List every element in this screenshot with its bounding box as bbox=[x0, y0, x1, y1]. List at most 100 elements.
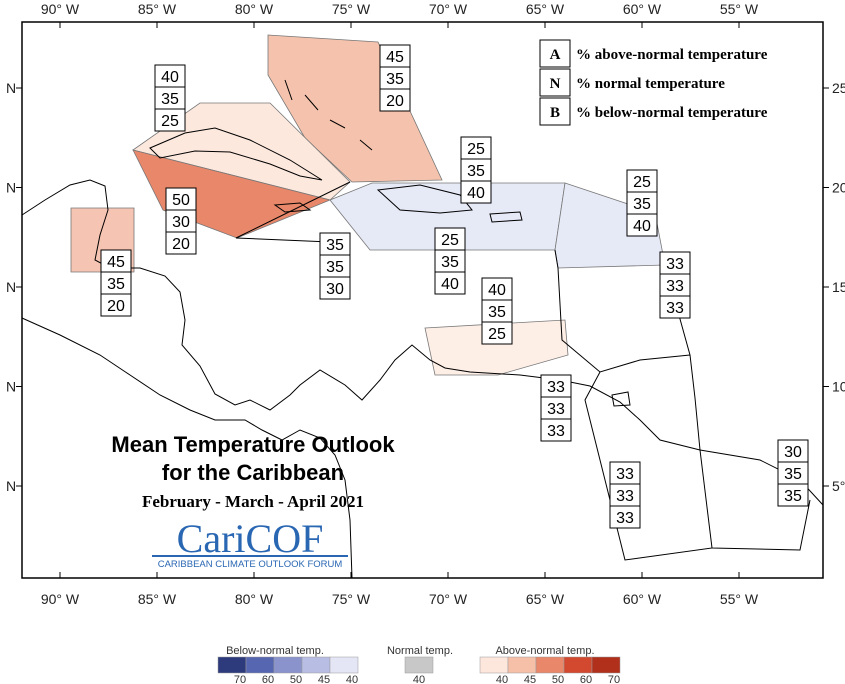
bottom-tick-label: 65° W bbox=[526, 591, 565, 607]
colorbar-swatch bbox=[404, 656, 434, 674]
top-tick-label: 65° W bbox=[526, 1, 565, 17]
bottom-tick-label: 75° W bbox=[332, 591, 371, 607]
probability-label: 35 bbox=[326, 237, 344, 254]
title-line: Mean Temperature Outlook bbox=[111, 432, 395, 457]
colorbar-swatch bbox=[591, 656, 621, 674]
left-tick-label: N bbox=[6, 180, 16, 196]
probability-label: 30 bbox=[172, 214, 190, 231]
probability-label: 40 bbox=[161, 69, 179, 86]
probability-label: 45 bbox=[107, 254, 125, 271]
key-letter: N bbox=[550, 76, 561, 92]
right-tick-label: 25 bbox=[832, 80, 845, 96]
probability-label: 40 bbox=[441, 276, 459, 293]
probability-label: 25 bbox=[441, 232, 459, 249]
colorbar-tick: 60 bbox=[580, 674, 592, 684]
value-box bbox=[460, 180, 492, 204]
left-tick-label: N bbox=[6, 478, 16, 494]
value-box bbox=[540, 418, 572, 442]
probability-label: 35 bbox=[633, 196, 651, 213]
key-text: % above-normal temperature bbox=[576, 47, 768, 63]
colorbar-swatch bbox=[479, 656, 509, 674]
probability-label: 25 bbox=[467, 141, 485, 158]
colorbar-tick: 50 bbox=[290, 674, 302, 684]
region-borders bbox=[235, 181, 811, 561]
value-box bbox=[659, 295, 691, 319]
bottom-tick-label: 80° W bbox=[235, 591, 274, 607]
colorbar-tick: 40 bbox=[346, 674, 358, 684]
value-box bbox=[100, 293, 132, 317]
top-tick-label: 75° W bbox=[332, 1, 371, 17]
probability-label: 25 bbox=[633, 174, 651, 191]
probability-label: 35 bbox=[386, 71, 404, 88]
probability-label: 20 bbox=[386, 93, 404, 110]
top-tick-label: 70° W bbox=[429, 1, 468, 17]
colorbar-tick: 70 bbox=[608, 674, 620, 684]
probability-label: 35 bbox=[784, 488, 802, 505]
colorbar-tick: 45 bbox=[318, 674, 330, 684]
key-letter: B bbox=[550, 105, 560, 121]
key-box bbox=[539, 68, 571, 97]
logo: CariCOF bbox=[177, 516, 324, 561]
probability-label: 33 bbox=[666, 278, 684, 295]
bottom-tick-label: 60° W bbox=[623, 591, 662, 607]
subtitle: February - March - April 2021 bbox=[142, 492, 364, 511]
region bbox=[267, 34, 443, 183]
probability-label: 33 bbox=[616, 488, 634, 505]
probability-label: 25 bbox=[488, 326, 506, 343]
colorbar: Below-normal temp. 70 60 50 45 40 Normal temp.… bbox=[217, 645, 621, 684]
bottom-tick-label: 90° W bbox=[41, 591, 80, 607]
left-tick-label: N bbox=[6, 80, 16, 96]
bottom-tick-label: 70° W bbox=[429, 591, 468, 607]
value-box bbox=[609, 505, 641, 529]
key-letter: A bbox=[550, 47, 561, 63]
colorbar-tick: 70 bbox=[234, 674, 246, 684]
colorbar-swatch bbox=[535, 656, 565, 674]
right-tick-label: 5° bbox=[832, 478, 845, 494]
colorbar-tick: 50 bbox=[552, 674, 564, 684]
key-text: % below-normal temperature bbox=[576, 105, 768, 121]
top-tick-label: 60° W bbox=[623, 1, 662, 17]
probability-label: 30 bbox=[784, 444, 802, 461]
right-tick-label: 15 bbox=[832, 279, 845, 295]
coastline bbox=[21, 317, 353, 579]
probability-label: 35 bbox=[326, 259, 344, 276]
left-tick-label: N bbox=[6, 279, 16, 295]
colorbar-swatch bbox=[301, 656, 331, 674]
right-tick-label: 10 bbox=[832, 379, 845, 395]
value-box bbox=[379, 88, 411, 112]
probability-label: 40 bbox=[633, 218, 651, 235]
colorbar-swatch bbox=[329, 656, 359, 674]
legend-key: A % above-normal temperature N % normal tem… bbox=[539, 39, 768, 126]
probability-label: 40 bbox=[467, 185, 485, 202]
value-box bbox=[319, 276, 351, 300]
probability-label: 33 bbox=[547, 401, 565, 418]
probability-label: 30 bbox=[326, 281, 344, 298]
probability-label: 20 bbox=[172, 236, 190, 253]
probability-label: 33 bbox=[547, 423, 565, 440]
probability-label: 35 bbox=[161, 91, 179, 108]
coastline bbox=[21, 179, 824, 506]
logo-caption: CARIBBEAN CLIMATE OUTLOOK FORUM bbox=[158, 559, 343, 570]
key-box bbox=[539, 39, 571, 68]
probability-label: 33 bbox=[616, 466, 634, 483]
value-box bbox=[165, 231, 197, 255]
puerto-rico bbox=[489, 211, 523, 223]
probability-label: 33 bbox=[616, 510, 634, 527]
probability-boxes: 45 35 20 40 35 25 50 30 20 45 35 20 35 35 30 25 35 40 25 35… bbox=[100, 44, 809, 529]
right-tick-label: 20 bbox=[832, 180, 845, 196]
colorbar-tick: 60 bbox=[262, 674, 274, 684]
bottom-tick-label: 55° W bbox=[720, 591, 759, 607]
top-tick-label: 85° W bbox=[138, 1, 177, 17]
colorbar-title: Above-normal temp. bbox=[495, 645, 594, 657]
value-box bbox=[626, 213, 658, 237]
bottom-tick-label: 85° W bbox=[138, 591, 177, 607]
value-box bbox=[481, 321, 513, 345]
region bbox=[424, 319, 569, 376]
colorbar-swatch bbox=[217, 656, 247, 674]
trinidad bbox=[611, 391, 631, 407]
left-tick-label: N bbox=[6, 379, 16, 395]
value-box bbox=[777, 483, 809, 507]
colorbar-tick: 45 bbox=[524, 674, 536, 684]
probability-label: 35 bbox=[441, 254, 459, 271]
